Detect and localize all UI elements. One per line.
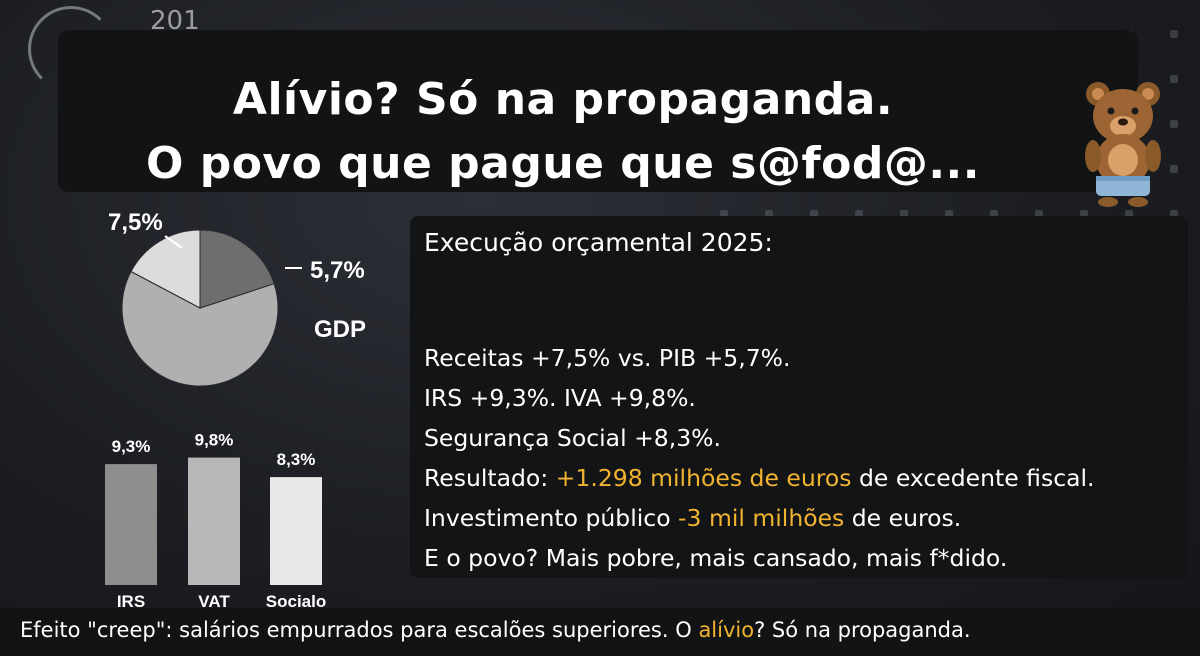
pie-leader-line-top	[164, 235, 183, 249]
panel-line-investment: Investimento público -3 mil milhões de e…	[424, 504, 961, 532]
investment-suffix: de euros.	[844, 504, 962, 532]
grid-dot	[1170, 75, 1178, 83]
bar-category-label: Socialo	[266, 592, 326, 611]
bar-value-label: 8,3%	[277, 450, 316, 469]
panel-line-result: Resultado: +1.298 milhões de euros de ex…	[424, 464, 1095, 492]
investment-prefix: Investimento público	[424, 504, 679, 532]
pie-chart: 7,5% 5,7% GDP	[108, 209, 366, 387]
bar-chart: 9,3% IRS 9,8% VAT 8,3% Socialo	[105, 431, 326, 611]
panel-line-people: E o povo? Mais pobre, mais cansado, mais…	[424, 544, 1008, 572]
panel-line-social-security: Segurança Social +8,3%.	[424, 424, 721, 452]
bear-emoji-icon	[1085, 82, 1161, 207]
footer-highlight: alívio	[698, 618, 755, 642]
budget-panel	[410, 216, 1188, 578]
footer-suffix: ? Só na propaganda.	[754, 618, 971, 642]
headline-line-1: Alívio? Só na propaganda.	[232, 74, 894, 125]
pie-slice-gdp	[199, 229, 275, 309]
investment-highlight: -3 mil milhões	[678, 504, 845, 532]
headline-banner: Alívio? Só na propaganda. O povo que pag…	[58, 30, 1161, 207]
footer-prefix: Efeito "creep": salários empurrados para…	[20, 618, 699, 642]
bar-irs	[105, 464, 157, 585]
panel-title: Execução orçamental 2025:	[424, 228, 773, 257]
result-prefix: Resultado:	[424, 464, 556, 492]
grid-dot	[1170, 30, 1178, 38]
bar-category-label: VAT	[198, 592, 230, 611]
result-highlight: +1.298 milhões de euros	[555, 464, 852, 492]
bar-socialo	[270, 477, 322, 585]
bar-value-label: 9,3%	[112, 437, 151, 456]
grid-dot	[1170, 120, 1178, 128]
panel-line-revenue: Receitas +7,5% vs. PIB +5,7%.	[424, 344, 791, 372]
bar-vat	[188, 457, 240, 585]
bar-value-label: 9,8%	[195, 431, 234, 450]
bar-category-label: IRS	[117, 592, 145, 611]
footer-text: Efeito "creep": salários empurrados para…	[20, 618, 971, 642]
decorative-arc	[28, 6, 114, 92]
pie-label-revenue: 7,5%	[108, 209, 163, 236]
result-suffix: de excedente fiscal.	[851, 464, 1095, 492]
pie-slice-revenue	[130, 229, 201, 309]
pie-label-gdp: 5,7%	[310, 257, 365, 284]
pie-slice-remainder	[121, 270, 279, 387]
pie-annotation-gdp: GDP	[314, 316, 366, 343]
panel-line-taxes: IRS +9,3%. IVA +9,8%.	[424, 384, 696, 412]
grid-dot	[1170, 165, 1178, 173]
footer-banner	[0, 608, 1200, 656]
headline-line-2: O povo que pague que s@fod@...	[145, 138, 980, 189]
